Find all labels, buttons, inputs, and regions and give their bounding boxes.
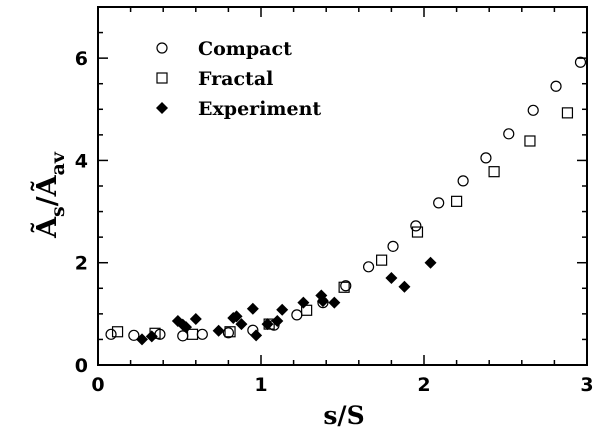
y-label-sub1: s (47, 206, 69, 217)
compact-point (410, 220, 422, 232)
experiment-point (261, 318, 274, 331)
compact-point (362, 261, 375, 273)
series-experiment (136, 256, 437, 346)
x-axis-label: s/S (323, 401, 364, 430)
compact-point (196, 328, 208, 340)
experiment-point (398, 280, 411, 293)
compact-point (291, 309, 303, 321)
fractal-point (111, 326, 124, 338)
experiment-point (276, 303, 289, 316)
x-tick-label: 0 (91, 374, 104, 396)
y-tick-label: 2 (75, 253, 88, 275)
compact-point (340, 280, 352, 292)
y-label-main2: Ã (30, 174, 63, 197)
fractal-point (411, 226, 424, 238)
compact-point (574, 56, 587, 68)
experiment-point (297, 296, 310, 309)
experiment-point (246, 302, 259, 315)
compact-point (457, 175, 469, 187)
experiment-point (424, 256, 437, 269)
x-tick-label: 3 (580, 374, 593, 396)
x-tick-label: 1 (254, 374, 267, 396)
y-tick-label: 4 (75, 150, 88, 172)
fractal-point (224, 326, 236, 338)
compact-point (433, 197, 445, 209)
legend-marker-compact (156, 42, 168, 54)
y-tick-label: 6 (75, 48, 88, 70)
experiment-point (271, 315, 284, 328)
series-fractal (111, 107, 574, 340)
series-compact (105, 56, 587, 342)
axes: 0 1 2 3 0 2 4 6 (75, 6, 594, 396)
experiment-point (235, 318, 248, 331)
compact-point (503, 128, 515, 140)
svg-text:Ãs/Ãav: Ãs/Ãav (30, 151, 69, 239)
experiment-point (385, 272, 398, 285)
experiment-point (145, 330, 158, 343)
legend: Compact Fractal Experiment (156, 38, 321, 120)
experiment-point (328, 296, 341, 309)
legend-label-fractal: Fractal (198, 68, 273, 90)
fractal-point (561, 107, 574, 119)
compact-point (105, 328, 117, 340)
fractal-point (376, 254, 388, 266)
y-label-main: Ã (30, 216, 63, 239)
legend-label-compact: Compact (198, 38, 292, 60)
data-marks (105, 56, 587, 346)
experiment-point (316, 295, 329, 308)
experiment-point (250, 329, 263, 342)
fractal-point (488, 166, 500, 178)
experiment-point (180, 321, 193, 334)
legend-marker-fractal (156, 72, 168, 84)
axis-labels: s/S Ãs/Ãav (30, 151, 365, 430)
compact-point (480, 152, 492, 164)
y-label-sub2: av (47, 151, 69, 175)
experiment-point (230, 310, 243, 323)
experiment-point (136, 333, 149, 346)
compact-point (387, 240, 399, 252)
compact-point (128, 329, 140, 341)
compact-point (222, 327, 234, 339)
y-tick-label: 0 (75, 355, 88, 377)
experiment-point (212, 324, 225, 337)
y-axis-label: Ãs/Ãav (30, 151, 69, 239)
compact-point (550, 80, 562, 92)
experiment-point (189, 312, 202, 325)
legend-label-experiment: Experiment (198, 98, 321, 120)
compact-point (527, 104, 539, 116)
y-label-slash: / (32, 196, 63, 206)
fractal-point (186, 328, 199, 340)
fractal-point (524, 135, 536, 147)
plot-frame (97, 6, 588, 366)
fractal-point (338, 281, 350, 293)
fractal-point (451, 195, 463, 207)
legend-marker-experiment (156, 102, 168, 114)
x-tick-label: 2 (417, 374, 430, 396)
